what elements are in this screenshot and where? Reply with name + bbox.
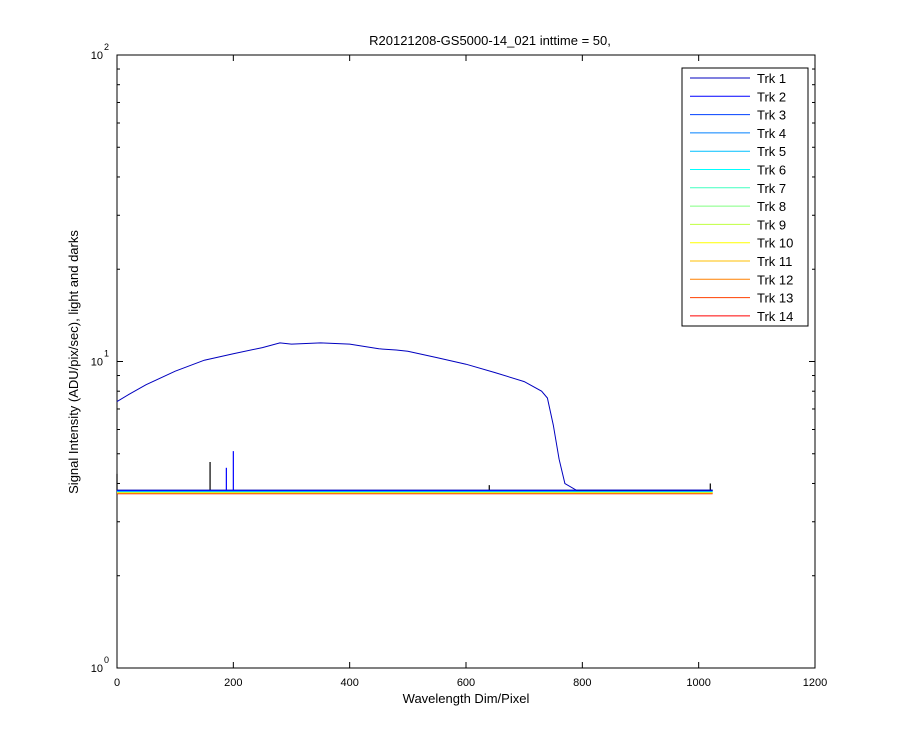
legend-label: Trk 4 — [757, 126, 786, 141]
x-tick-label: 400 — [340, 677, 358, 689]
y-tick-exponent: 2 — [104, 42, 109, 52]
legend-label: Trk 7 — [757, 181, 786, 196]
legend-label: Trk 5 — [757, 144, 786, 159]
y-tick-exponent: 1 — [104, 349, 109, 359]
legend-label: Trk 9 — [757, 217, 786, 232]
legend-label: Trk 2 — [757, 89, 786, 104]
x-axis: 0 200 400 600 800 1000 1200 — [114, 55, 827, 689]
x-tick-label: 600 — [457, 677, 475, 689]
y-tick-label: 10 — [91, 50, 103, 62]
x-tick-label: 800 — [573, 677, 591, 689]
y-tick-label: 10 — [91, 357, 103, 369]
legend-label: Trk 10 — [757, 236, 793, 251]
y-axis-label: Signal Intensity (ADU/pix/sec), light an… — [66, 230, 81, 494]
legend-label: Trk 12 — [757, 272, 793, 287]
x-tick-label: 200 — [224, 677, 242, 689]
x-tick-label: 0 — [114, 677, 120, 689]
legend-label: Trk 1 — [757, 71, 786, 86]
series-line-1 — [116, 342, 713, 491]
chart-title: R20121208-GS5000-14_021 inttime = 50, — [369, 33, 611, 48]
legend-label: Trk 8 — [757, 199, 786, 214]
legend-box — [681, 67, 809, 327]
legend: Trk 1 Trk 2 Trk 3 Trk 4 Trk 5 Trk 6 Trk 7 Trk 8… — [681, 67, 809, 327]
legend-label: Trk 14 — [757, 309, 793, 324]
x-tick-label: 1000 — [686, 677, 710, 689]
legend-label: Trk 13 — [757, 291, 793, 306]
legend-label: Trk 6 — [757, 163, 786, 178]
legend-label: Trk 11 — [757, 254, 792, 269]
y-tick-exponent: 0 — [104, 655, 109, 665]
x-axis-label: Wavelength Dim/Pixel — [403, 691, 530, 706]
series-layer — [116, 342, 713, 495]
x-tick-label: 1200 — [803, 677, 827, 689]
y-tick-label: 10 — [91, 663, 103, 675]
legend-label: Trk 3 — [757, 108, 786, 123]
